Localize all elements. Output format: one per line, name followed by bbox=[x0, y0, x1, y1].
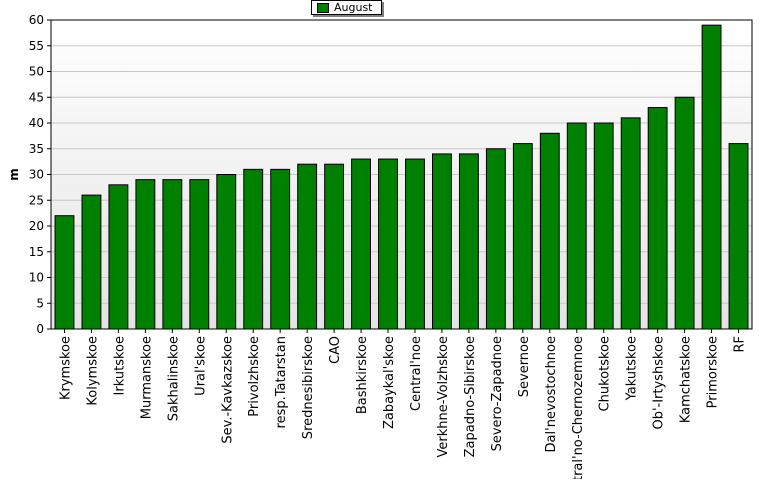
bar bbox=[81, 194, 102, 330]
bar bbox=[485, 148, 506, 330]
legend-swatch bbox=[317, 2, 329, 13]
legend: August bbox=[311, 0, 382, 15]
x-tick-label: Central'noe bbox=[409, 336, 424, 411]
bar bbox=[647, 107, 668, 330]
x-tick-label: RF bbox=[733, 336, 748, 353]
bar bbox=[432, 153, 452, 330]
y-tick-label: 25 bbox=[29, 193, 44, 207]
x-tick-label: Primorskoe bbox=[706, 336, 721, 408]
x-tick-label: Irkutskoe bbox=[112, 336, 127, 395]
y-tick-label: 0 bbox=[36, 322, 44, 336]
x-tick-label: Zapadno-Sibirskoe bbox=[463, 336, 478, 457]
legend-label: August bbox=[334, 1, 373, 14]
bar bbox=[54, 215, 75, 330]
bar bbox=[189, 179, 210, 330]
x-tick-label: Yakutskoe bbox=[625, 336, 640, 401]
y-tick-label: 40 bbox=[29, 116, 44, 130]
bar bbox=[593, 122, 614, 330]
bar bbox=[512, 143, 533, 330]
bar bbox=[674, 96, 695, 330]
x-tick-label: Verkhne-Volzhskoe bbox=[436, 336, 451, 457]
bar bbox=[297, 163, 318, 330]
x-tick-label: Kamchatskoe bbox=[679, 336, 694, 423]
y-tick-label: 15 bbox=[29, 245, 44, 259]
x-tick-label: resp.Tatarstan bbox=[274, 336, 289, 428]
y-tick-label: 50 bbox=[29, 65, 44, 79]
x-tick-label: Severnoe bbox=[517, 336, 532, 397]
y-tick-label: 45 bbox=[29, 90, 44, 104]
y-tick-label: 30 bbox=[29, 168, 44, 182]
y-tick-label: 5 bbox=[36, 296, 44, 310]
y-tick-label: 55 bbox=[29, 39, 44, 53]
x-tick-label: Krymskoe bbox=[58, 336, 73, 400]
bar bbox=[135, 179, 156, 330]
y-axis-label: m bbox=[7, 168, 21, 181]
x-tick-label: Bashkirskoe bbox=[355, 336, 370, 414]
x-tick-label: Kolymskoe bbox=[85, 336, 100, 406]
bar bbox=[351, 158, 371, 330]
bar bbox=[378, 158, 398, 330]
x-tick-label: Privolzhskoe bbox=[247, 336, 262, 417]
bar bbox=[243, 168, 264, 330]
x-tick-label: Ural'skoe bbox=[193, 336, 208, 396]
bar bbox=[216, 174, 237, 330]
x-tick-label: CAO bbox=[328, 336, 343, 364]
x-tick-label: Chukotskoe bbox=[598, 336, 613, 411]
y-tick-label: 20 bbox=[29, 219, 44, 233]
x-tick-label: Ob'-Irtyshskoe bbox=[652, 336, 667, 430]
y-tick-label: 60 bbox=[29, 13, 44, 27]
bar bbox=[270, 168, 291, 330]
x-tick-label: Srednesibirskoe bbox=[301, 336, 316, 439]
x-tick-label: Sev.-Kavkazskoe bbox=[220, 336, 235, 444]
bar bbox=[620, 117, 641, 330]
bar bbox=[108, 184, 129, 330]
bar bbox=[539, 132, 560, 330]
x-tick-label: Zabaykal'skoe bbox=[382, 336, 397, 429]
bar bbox=[405, 158, 425, 330]
bar bbox=[566, 122, 587, 330]
x-tick-label: Central'no-Chernozemnoe bbox=[571, 336, 586, 479]
x-tick-label: Murmanskoe bbox=[139, 336, 154, 419]
bar bbox=[458, 153, 479, 330]
x-tick-label: Severo-Zapadnoe bbox=[490, 336, 505, 451]
x-tick-label: Sakhalinskoe bbox=[166, 336, 181, 421]
y-tick-label: 35 bbox=[29, 142, 44, 156]
bar bbox=[324, 163, 345, 330]
bar bbox=[728, 143, 749, 330]
y-tick-label: 10 bbox=[29, 271, 44, 285]
bar bbox=[162, 179, 183, 330]
plot-border bbox=[50, 19, 753, 330]
bar bbox=[701, 24, 722, 330]
x-tick-label: Dal'nevostochnoe bbox=[544, 336, 559, 452]
